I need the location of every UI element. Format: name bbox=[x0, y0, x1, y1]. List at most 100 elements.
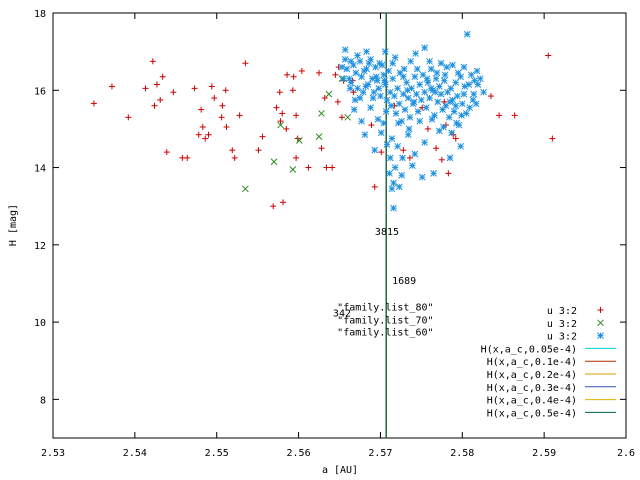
data-point bbox=[400, 147, 407, 154]
data-point bbox=[296, 137, 303, 144]
marker-stroke bbox=[383, 96, 391, 104]
marker-stroke bbox=[423, 75, 431, 83]
marker-stroke bbox=[296, 137, 303, 144]
annotations: 3815 1689 "family.list_80""family.list_70"… bbox=[333, 227, 434, 338]
data-point bbox=[431, 88, 439, 96]
data-point bbox=[452, 135, 459, 142]
marker-stroke bbox=[375, 84, 383, 92]
marker-stroke bbox=[399, 154, 406, 162]
y-tick-label: 10 bbox=[34, 318, 46, 329]
marker-stroke bbox=[404, 131, 412, 139]
data-point bbox=[433, 145, 440, 152]
marker-stroke bbox=[418, 173, 426, 181]
data-point bbox=[398, 171, 406, 179]
x-tick-label: 2.56 bbox=[287, 448, 311, 459]
data-point bbox=[427, 65, 435, 73]
marker-stroke bbox=[427, 65, 435, 73]
marker-stroke bbox=[386, 88, 394, 96]
marker-stroke bbox=[440, 123, 447, 131]
data-point bbox=[359, 88, 367, 96]
data-point bbox=[472, 100, 480, 108]
data-point bbox=[377, 129, 385, 137]
data-point bbox=[453, 119, 460, 127]
data-point bbox=[276, 89, 283, 96]
marker-stroke bbox=[385, 67, 392, 75]
marker-stroke bbox=[410, 98, 418, 106]
marker-stroke bbox=[394, 84, 401, 92]
data-point bbox=[352, 69, 360, 77]
data-point bbox=[385, 67, 392, 75]
marker-stroke bbox=[472, 100, 480, 108]
data-point bbox=[346, 84, 354, 92]
marker-stroke bbox=[440, 77, 448, 84]
marker-stroke bbox=[371, 146, 379, 154]
marker-stroke bbox=[408, 162, 416, 169]
marker-stroke bbox=[416, 81, 424, 88]
marker-stroke bbox=[466, 104, 474, 112]
data-point bbox=[441, 71, 449, 79]
data-point bbox=[341, 56, 349, 63]
marker-stroke bbox=[390, 92, 398, 100]
data-point bbox=[428, 115, 436, 123]
data-point bbox=[125, 114, 132, 121]
marker-stroke bbox=[377, 92, 384, 100]
data-point bbox=[374, 115, 382, 123]
data-point bbox=[400, 65, 408, 73]
data-point bbox=[344, 113, 352, 121]
legend-label: H(x,a_c,0.05e-4) bbox=[481, 344, 577, 355]
data-point bbox=[390, 179, 397, 187]
data-point bbox=[381, 48, 389, 55]
y-tick-label: 8 bbox=[40, 395, 46, 406]
data-point bbox=[284, 71, 291, 78]
data-point bbox=[363, 48, 370, 55]
marker-stroke bbox=[421, 139, 428, 146]
data-point bbox=[430, 169, 437, 177]
data-point bbox=[195, 131, 202, 138]
marker-stroke bbox=[428, 115, 436, 123]
legend-label: H(x,a_c,0.4e-4) bbox=[487, 396, 577, 407]
data-point bbox=[386, 169, 393, 177]
data-point bbox=[157, 96, 164, 103]
data-point bbox=[283, 125, 290, 132]
data-point bbox=[424, 125, 431, 132]
data-point bbox=[496, 112, 503, 119]
marker-stroke bbox=[474, 81, 482, 88]
data-point bbox=[383, 96, 391, 104]
data-point bbox=[370, 88, 378, 96]
data-point bbox=[426, 57, 433, 65]
marker-stroke bbox=[597, 319, 604, 327]
data-point bbox=[395, 183, 403, 191]
data-point bbox=[406, 113, 414, 121]
marker-stroke bbox=[427, 84, 435, 92]
data-point bbox=[421, 44, 428, 52]
data-point bbox=[470, 90, 478, 98]
marker-stroke bbox=[376, 59, 383, 67]
data-point bbox=[416, 81, 424, 88]
marker-stroke bbox=[346, 84, 354, 92]
x-tick-label: 2.55 bbox=[205, 448, 229, 459]
data-point bbox=[280, 199, 287, 206]
data-point bbox=[404, 94, 412, 102]
marker-stroke bbox=[380, 71, 388, 79]
data-point bbox=[316, 69, 323, 76]
marker-stroke bbox=[407, 57, 415, 65]
marker-stroke bbox=[383, 141, 391, 148]
marker-stroke bbox=[454, 69, 462, 77]
marker-stroke bbox=[373, 77, 381, 84]
data-point bbox=[399, 154, 406, 162]
marker-stroke bbox=[461, 83, 469, 90]
marker-stroke bbox=[452, 102, 460, 110]
data-point bbox=[372, 73, 380, 81]
marker-stroke bbox=[363, 65, 370, 73]
data-point bbox=[386, 154, 394, 162]
data-point bbox=[445, 170, 452, 177]
marker-stroke bbox=[446, 154, 454, 162]
marker-stroke bbox=[380, 119, 388, 127]
data-point bbox=[418, 96, 425, 104]
marker-stroke bbox=[382, 108, 390, 115]
data-point bbox=[356, 94, 364, 102]
data-point bbox=[382, 108, 390, 115]
data-point bbox=[440, 77, 448, 84]
data-point bbox=[362, 83, 370, 90]
data-point bbox=[163, 149, 170, 156]
